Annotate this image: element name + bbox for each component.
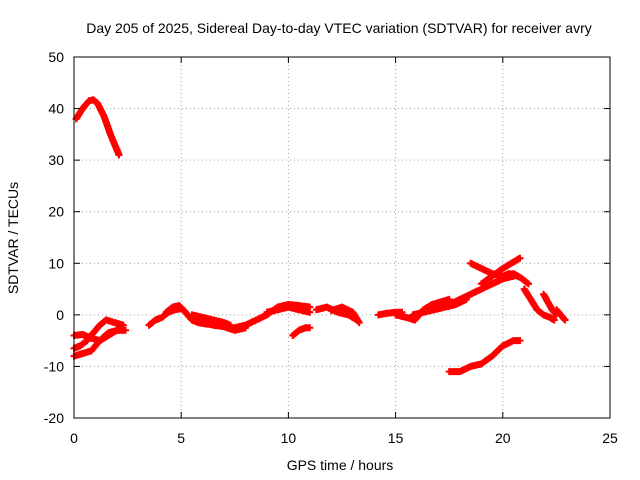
y-tick-label: 10 <box>48 255 64 271</box>
data-point-markers <box>289 324 314 339</box>
x-tick-label: 20 <box>495 430 511 446</box>
series-seg-high <box>72 96 123 159</box>
y-tick-label: 50 <box>48 49 64 65</box>
y-tick-label: 20 <box>48 204 64 220</box>
y-tick-labels: -20 -10 0 10 20 30 40 50 <box>44 49 64 426</box>
data-points <box>70 96 569 376</box>
x-axis-label: GPS time / hours <box>287 457 394 473</box>
series-seg-w <box>552 306 569 324</box>
data-point-markers <box>520 285 558 324</box>
y-tick-label: 30 <box>48 152 64 168</box>
data-point-markers <box>488 270 532 288</box>
x-tick-label: 15 <box>388 430 404 446</box>
y-tick-label: 0 <box>56 307 64 323</box>
x-tick-labels: 0 5 10 15 20 25 <box>70 430 618 446</box>
x-tick-label: 0 <box>70 430 78 446</box>
series-seg-f <box>188 311 234 329</box>
data-point-markers <box>188 311 234 329</box>
data-point-markers <box>327 303 363 327</box>
y-tick-label: -20 <box>44 410 64 426</box>
x-tick-label: 25 <box>602 430 618 446</box>
series-seg-r <box>477 254 524 288</box>
data-point-markers <box>72 96 123 159</box>
x-tick-label: 5 <box>177 430 185 446</box>
data-point-markers <box>552 306 569 324</box>
chart-title: Day 205 of 2025, Sidereal Day-to-day VTE… <box>86 20 592 36</box>
y-axis-label: SDTVAR / TECUs <box>5 182 21 294</box>
series-seg-j <box>289 324 314 339</box>
series-seg-i <box>263 303 314 316</box>
data-point-markers <box>445 337 524 376</box>
series-seg-u <box>520 285 558 324</box>
series-seg-s <box>488 270 532 288</box>
data-point-markers <box>477 254 524 288</box>
data-point-markers <box>263 303 314 316</box>
y-tick-label: 40 <box>48 101 64 117</box>
plot-frame <box>73 56 611 419</box>
x-tick-label: 10 <box>281 430 297 446</box>
series-seg-t <box>445 337 524 376</box>
y-tick-label: -10 <box>44 358 64 374</box>
series-seg-l <box>327 303 363 327</box>
axis-ticks <box>73 56 611 419</box>
